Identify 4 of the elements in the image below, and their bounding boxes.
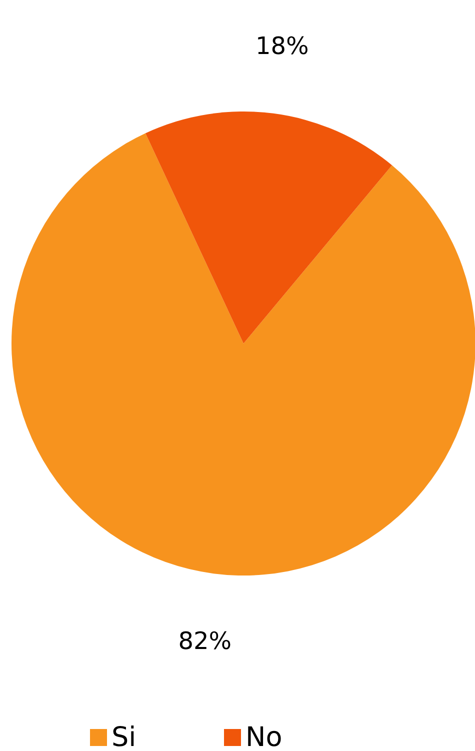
- data-label: 18%: [255, 32, 309, 60]
- data-label: 82%: [178, 627, 232, 655]
- legend-label: Si: [112, 722, 136, 751]
- legend-label: No: [246, 722, 282, 751]
